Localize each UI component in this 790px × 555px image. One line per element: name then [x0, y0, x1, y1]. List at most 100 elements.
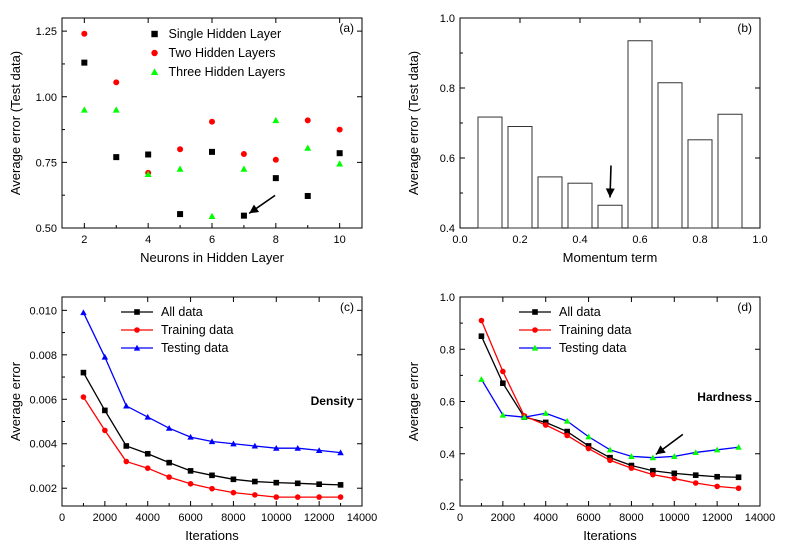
data-point — [208, 212, 216, 219]
data-point — [144, 170, 152, 177]
data-point — [692, 480, 699, 486]
data-point — [272, 175, 279, 182]
data-point — [113, 154, 120, 161]
data-point — [252, 492, 258, 498]
data-point — [80, 394, 87, 400]
data-point — [80, 309, 87, 316]
data-point — [273, 494, 280, 500]
chart-c: 0 2000 4000 6000 8000 10000 12000 14000 0.002 0.0… — [8, 296, 378, 543]
x-tick-label: 8 — [273, 234, 279, 246]
x-tick-label: 6000 — [178, 512, 202, 524]
legend-marker — [151, 30, 158, 38]
data-point — [304, 192, 311, 199]
bar — [687, 139, 713, 229]
data-point — [650, 467, 656, 474]
x-tick-label: 4 — [145, 234, 151, 246]
y-tick-label: 0.002 — [29, 483, 57, 495]
panel-label: (c) — [340, 300, 354, 314]
x-tick-label: 0.6 — [632, 234, 647, 246]
x-tick-label: 14000 — [347, 512, 378, 524]
y-axis-title: Average error (Test data) — [8, 51, 23, 195]
data-point — [230, 489, 237, 496]
x-tick-label: 14000 — [745, 512, 776, 524]
x-tick-label: 10000 — [261, 512, 292, 524]
data-point — [607, 457, 613, 464]
y-tick-label: 0.4 — [440, 449, 455, 461]
data-point — [166, 459, 172, 466]
x-tick-label: 12000 — [304, 512, 335, 524]
data-point — [81, 59, 88, 66]
data-point — [187, 468, 194, 474]
bar — [567, 182, 593, 229]
x-axis-title: Iterations — [583, 528, 637, 543]
arrow-head — [655, 445, 666, 455]
data-point — [272, 156, 279, 163]
data-point — [692, 449, 699, 456]
data-point — [81, 30, 88, 37]
data-point — [209, 485, 215, 492]
x-tick-label: 4000 — [533, 512, 557, 524]
data-point — [628, 465, 635, 471]
data-point — [316, 494, 322, 500]
data-point — [187, 480, 194, 487]
data-point — [671, 470, 678, 477]
data-point — [542, 422, 549, 428]
data-point — [123, 402, 130, 409]
data-point — [337, 449, 344, 456]
data-point — [113, 79, 120, 86]
y-tick-label: 0.8 — [440, 83, 455, 95]
data-point — [500, 380, 506, 387]
data-point — [273, 444, 280, 451]
data-point — [563, 417, 571, 424]
data-point — [337, 482, 344, 488]
data-point — [671, 475, 678, 482]
chart-b: 0.0 0.2 0.4 0.6 0.8 1.0 0.4 0.6 0.8 1.0 Momentum t… — [406, 13, 768, 265]
data-point — [304, 144, 312, 151]
data-point — [144, 465, 151, 472]
data-point — [177, 211, 184, 218]
data-point — [337, 494, 344, 500]
legend-label: All data — [559, 305, 601, 319]
chart-d: 0 2000 4000 6000 8000 10000 12000 14000 0.2 0.4 0.… — [406, 292, 775, 543]
x-tick-label: 1.0 — [752, 234, 767, 246]
data-point — [585, 445, 592, 452]
y-tick-label: 0.6 — [440, 397, 455, 409]
panel-label: (b) — [737, 21, 752, 35]
y-tick-label: 0.50 — [36, 223, 57, 235]
x-tick-label: 0 — [59, 512, 65, 524]
y-tick-label: 1.0 — [440, 292, 455, 304]
data-point — [294, 480, 301, 487]
y-tick-label: 0.006 — [29, 394, 57, 406]
data-point — [304, 117, 311, 124]
legend-label: All data — [161, 305, 203, 319]
data-point — [735, 485, 742, 492]
legend-marker — [151, 49, 158, 57]
y-tick-label: 0.75 — [36, 157, 57, 169]
x-tick-label: 10 — [334, 234, 346, 246]
annotation: Density — [311, 394, 355, 408]
arrow-head — [605, 188, 615, 198]
annotation: Hardness — [697, 390, 752, 404]
data-point — [336, 126, 343, 133]
y-tick-label: 0.008 — [29, 350, 57, 362]
x-tick-label: 0.4 — [572, 234, 587, 246]
data-point — [252, 478, 258, 485]
bar — [717, 113, 743, 229]
data-point — [272, 116, 280, 124]
legend-label: Testing data — [161, 341, 228, 355]
arrow-head — [249, 204, 260, 214]
y-tick-label: 0.004 — [29, 439, 57, 451]
legend-marker — [532, 327, 538, 333]
bar — [537, 176, 563, 229]
data-point — [209, 472, 215, 479]
data-point — [165, 424, 173, 431]
bar — [507, 126, 533, 229]
data-point — [230, 476, 237, 483]
data-point — [692, 472, 699, 478]
data-point — [209, 148, 215, 155]
data-point — [500, 368, 506, 375]
data-point — [336, 150, 343, 157]
data-point — [735, 474, 742, 481]
bar — [597, 204, 623, 229]
x-tick-label: 0.0 — [452, 234, 467, 246]
